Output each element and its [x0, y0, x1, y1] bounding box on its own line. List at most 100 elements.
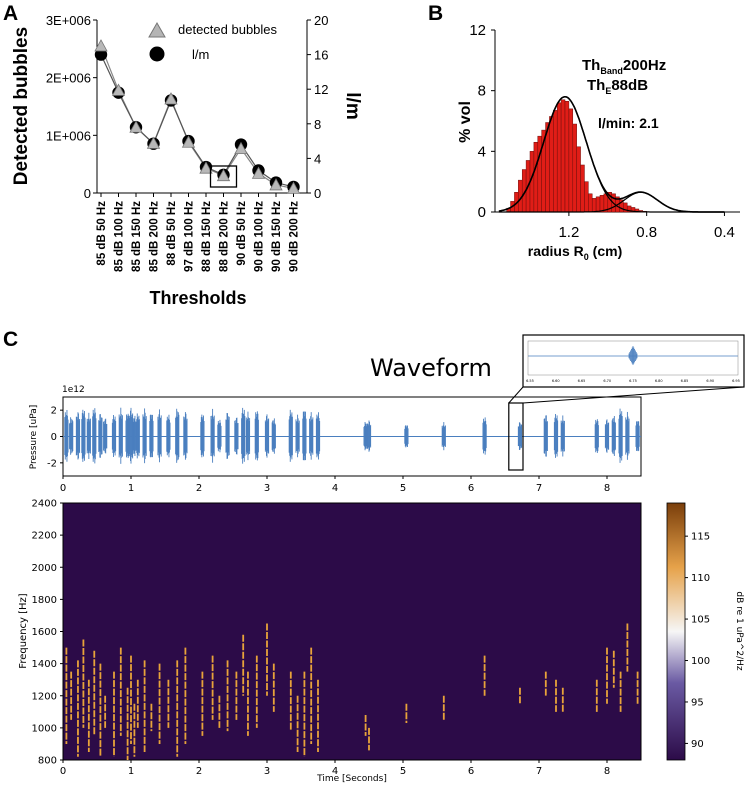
- chart-b-y-tick-label: 8: [478, 83, 486, 100]
- colorbar-ticks: 90 95 100 105 110 115: [685, 532, 710, 750]
- waveform-inset-x-tick-label: 6.90: [706, 379, 714, 383]
- colorbar-tick-label: 100: [691, 656, 710, 667]
- chart-b-x-ticks: 1.2 0.8 0.4: [558, 212, 735, 241]
- spectrogram-y-tick-label: 1400: [32, 659, 57, 670]
- zoom-connector-left: [508, 386, 524, 404]
- spectrogram-x-tick-label: 4: [332, 766, 338, 777]
- series-lm-line: [100, 54, 294, 188]
- waveform-title: Waveform: [370, 354, 492, 382]
- chart-a-right-tick-label: 4: [314, 151, 321, 166]
- annotation-th-band: ThBand200Hz: [582, 57, 666, 76]
- chart-a-lines: [100, 45, 294, 189]
- chart-b-xlabel-unit: (cm): [589, 243, 622, 259]
- chart-a-x-tick-label: 90 dB 150 Hz: [271, 201, 283, 272]
- waveform-scale-label: 1e12: [62, 385, 85, 395]
- spectrogram-y-tick-label: 2000: [32, 563, 57, 574]
- spectrogram-x-tick-label: 0: [60, 766, 66, 777]
- histogram-bar: [556, 102, 562, 213]
- chart-a-right-tick-label: 8: [314, 117, 321, 132]
- chart-b-y-tick-label: 4: [478, 143, 486, 160]
- waveform-inset-x-tick-label: 6.70: [603, 379, 611, 383]
- chart-a-left-tick-label: 0: [84, 186, 91, 201]
- chart-b-x-tick-label: 0.4: [714, 224, 735, 241]
- series-detected-bubbles-point: [94, 39, 108, 52]
- series-detected-bubbles-point: [164, 92, 178, 105]
- waveform-inset-x-tick-label: 6.95: [732, 379, 740, 383]
- chart-a-x-tick-label: 85 dB 100 Hz: [114, 201, 126, 272]
- chart-a-x-ticks: 85 dB 50 Hz 85 dB 100 Hz 85 dB 150 Hz 85 dB…: [96, 193, 301, 272]
- spectrogram-y-tick-label: 800: [38, 756, 57, 767]
- annotation-th-band-rest: 200Hz: [623, 57, 666, 74]
- chart-a-markers: [94, 39, 301, 194]
- waveform-ylabel: Pressure [uPa]: [29, 405, 39, 470]
- series-detected-bubbles-point: [111, 83, 126, 96]
- colorbar: [666, 502, 686, 761]
- colorbar-tick-label: 90: [691, 739, 704, 750]
- histogram-bar: [588, 193, 593, 213]
- spectrogram-xlabel: Time [Seconds]: [316, 774, 387, 784]
- chart-b-xlabel-main: radius R: [528, 243, 584, 259]
- spectrogram-y-tick-label: 2400: [32, 499, 57, 510]
- series-detected-bubbles-point: [129, 120, 143, 133]
- chart-b-ylabel: % vol: [457, 101, 474, 143]
- chart-a-left-tick-label: 3E+006: [46, 13, 91, 28]
- chart-a-x-tick-label: 85 dB 50 Hz: [96, 201, 108, 266]
- chart-a-x-tick-label: 97 dB 100 Hz: [184, 201, 196, 272]
- chart-a-x-tick-label: 90 dB 100 Hz: [254, 201, 266, 272]
- waveform-x-tick-label: 6: [468, 483, 474, 494]
- histogram-bar: [591, 198, 597, 213]
- histogram-bar: [572, 123, 577, 213]
- waveform-inset-axes: [527, 340, 739, 376]
- spectrogram-x-tick-label: 6: [468, 766, 474, 777]
- spectrogram-x-tick-label: 2: [196, 766, 202, 777]
- histogram-bar: [576, 146, 581, 213]
- chart-b-xlabel-sub: 0: [584, 252, 589, 262]
- waveform-inset-x-tick-label: 6.65: [578, 379, 586, 383]
- series-detected-bubbles-point: [181, 135, 196, 148]
- chart-a-ylabel-right: l/m: [342, 92, 363, 119]
- chart-a-right-tick-label: 16: [314, 48, 328, 63]
- chart-b-y-tick-label: 12: [469, 22, 486, 39]
- chart-a-x-tick-label: 90 dB 50 Hz: [236, 201, 248, 266]
- histogram-bar: [560, 99, 566, 213]
- waveform-x-ticks: 0 1 2 3 4 5 6 7 8: [60, 476, 610, 494]
- zoom-connector-right: [522, 386, 745, 404]
- chart-a-left-tick-label: 2E+006: [46, 71, 91, 86]
- colorbar-tick-label: 110: [691, 573, 710, 584]
- chart-a-x-tick-label: 90 dB 200 Hz: [289, 201, 301, 272]
- waveform-inset-x-tick-label: 6.85: [681, 379, 689, 383]
- annotation-th-e-main: Th: [587, 77, 605, 94]
- legend-label-detected-bubbles: detected bubbles: [178, 22, 278, 37]
- waveform-y-ticks: -2 0 2: [47, 406, 63, 469]
- chart-a-x-tick-label: 88 dB 200 Hz: [219, 201, 231, 272]
- histogram-bar: [553, 110, 558, 213]
- chart-b-fit-envelope: [498, 96, 725, 213]
- waveform-x-tick-label: 0: [60, 483, 66, 494]
- chart-a-right-ticks: 0 4 8 12 16 20: [307, 13, 328, 201]
- legend-label-lm: l/m: [192, 47, 209, 62]
- chart-a-highlight-box: [209, 165, 238, 188]
- waveform-bursts: [64, 407, 640, 464]
- histogram-bar: [564, 101, 570, 213]
- spectrogram-y-tick-label: 1600: [32, 627, 57, 638]
- waveform-x-tick-label: 7: [536, 483, 542, 494]
- panel-label-b: B: [428, 2, 443, 25]
- chart-b-y-tick-label: 0: [478, 204, 486, 221]
- chart-c-waveform: Waveform 1e12 -2 0 2 0 1 2 3 4 5 6 7 8 Pressure [u…: [29, 334, 745, 494]
- panel-label-a: A: [3, 2, 18, 25]
- histogram-bar: [599, 195, 605, 213]
- series-detected-bubbles-point: [269, 178, 283, 191]
- waveform-x-tick-label: 8: [604, 483, 610, 494]
- chart-a-right-tick-label: 12: [314, 82, 328, 97]
- spectrogram-y-tick-label: 2200: [32, 531, 57, 542]
- spectrogram-x-tick-label: 1: [128, 766, 134, 777]
- chart-a-xlabel: Thresholds: [149, 288, 246, 308]
- chart-a-x-tick-label: 85 dB 200 Hz: [149, 201, 161, 272]
- histogram-bar: [549, 116, 554, 213]
- spectrogram-y-tick-label: 1800: [32, 595, 57, 606]
- annotation-th-band-main: Th: [582, 57, 600, 74]
- chart-a-x-tick-label: 88 dB 50 Hz: [166, 201, 178, 266]
- chart-a-left-ticks: 0 1E+006 2E+006 3E+006: [46, 13, 97, 201]
